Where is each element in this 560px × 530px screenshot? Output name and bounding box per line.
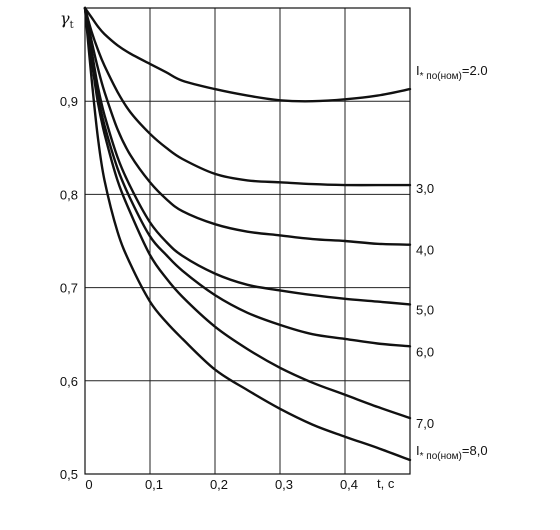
series-label-4: 5,0 (416, 302, 434, 317)
series-line-5 (83, 6, 412, 348)
x-tick-label: 0,1 (145, 477, 163, 492)
plot-frame (84, 7, 411, 475)
grid-lines (85, 8, 410, 474)
series-label-2: 3,0 (416, 181, 434, 196)
y-tick-labels: 0,5 0,6 0,7 0,8 0,9 (60, 94, 78, 482)
series-line-3 (83, 6, 412, 246)
y-tick-label: 0,8 (60, 187, 78, 202)
y-tick-label: 0,7 (60, 281, 78, 296)
curves (83, 6, 412, 462)
x-tick-label: 0,3 (275, 477, 293, 492)
x-axis-label: t, c (377, 476, 395, 491)
series-line-7 (83, 6, 412, 462)
x-tick-labels: 0 0,1 0,2 0,3 0,4 (85, 477, 358, 492)
series-line-2 (83, 6, 412, 187)
x-tick-label: 0,4 (340, 477, 358, 492)
y-tick-label: 0,9 (60, 94, 78, 109)
series-label-3: 4,0 (416, 243, 434, 258)
series-label-1: I* по(ном)=2.0 (416, 63, 488, 82)
series-label-7: I* по(ном)=8,0 (416, 443, 488, 462)
series-labels: I* по(ном)=2.0 3,0 4,0 5,0 6,0 7,0 I* по(ном)=… (416, 63, 488, 462)
x-tick-label: 0,2 (210, 477, 228, 492)
y-axis-label: γt (60, 9, 74, 31)
series-label-5: 6,0 (416, 344, 434, 359)
series-line-4 (83, 6, 412, 306)
series-line-1 (83, 6, 412, 103)
x-tick-label: 0 (85, 477, 92, 492)
y-tick-label: 0,6 (60, 374, 78, 389)
series-label-6: 7,0 (416, 416, 434, 431)
series-line-6 (83, 6, 412, 420)
y-tick-label: 0,5 (60, 467, 78, 482)
